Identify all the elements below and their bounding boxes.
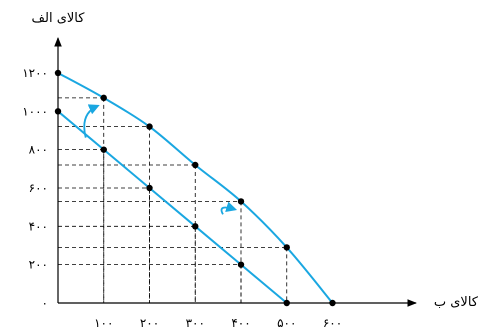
y-tick-label: ۱۲۰۰ <box>22 66 48 80</box>
x-tick-label: ۳۰۰ <box>186 316 205 330</box>
data-point <box>146 123 153 130</box>
data-point <box>54 108 62 115</box>
tick-labels: ۱۰۰ ۲۰۰ ۳۰۰ ۴۰۰ ۵۰۰ ۶۰۰ ۰ ۲۰۰ ۴۰۰ ۶۰۰ ۸۰۰ ۱۰۰۰ ۱۲۰۰ <box>22 66 342 330</box>
y-axis-label: کالای الف <box>32 11 86 26</box>
guide-lines <box>58 97 288 303</box>
data-point <box>283 244 290 251</box>
y-tick-label: ۸۰۰ <box>29 143 48 157</box>
shift-arrow-1 <box>83 104 100 138</box>
data-point <box>192 161 199 169</box>
data-point <box>100 146 107 153</box>
data-point <box>54 69 62 77</box>
y-tick-label: ۴۰۰ <box>29 219 48 233</box>
data-point <box>329 299 336 307</box>
data-point <box>100 94 107 102</box>
y-tick-label: ۶۰۰ <box>29 181 48 195</box>
y-tick-label: ۱۰۰۰ <box>22 104 48 118</box>
data-point <box>146 184 153 192</box>
y-tick-label: ۲۰۰ <box>29 258 48 272</box>
axes <box>54 37 417 307</box>
x-tick-label: ۱۰۰ <box>94 316 113 330</box>
data-point <box>283 299 290 307</box>
curve-1 <box>57 110 288 304</box>
x-tick-label: ۲۰۰ <box>140 316 159 330</box>
data-point <box>237 198 245 205</box>
shift-arrows <box>83 104 238 215</box>
x-tick-label: ۶۰۰ <box>323 316 342 330</box>
x-axis-label: کالای ب <box>434 295 479 310</box>
x-tick-label: ۴۰۰ <box>231 316 250 330</box>
points <box>54 69 336 307</box>
data-point <box>237 261 245 268</box>
data-point <box>192 223 199 230</box>
shift-arrow-2 <box>220 201 238 215</box>
y-tick-label: ۰ <box>42 296 48 310</box>
x-tick-label: ۵۰۰ <box>277 316 296 330</box>
